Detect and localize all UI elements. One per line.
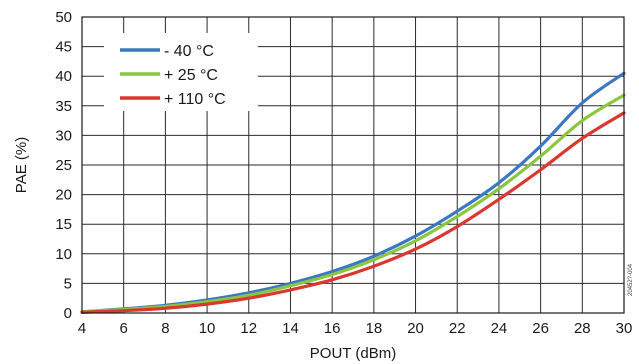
x-tick-label: 26	[532, 320, 549, 337]
x-tick-label: 14	[282, 320, 299, 337]
series-line-1	[80, 93, 626, 314]
x-tick-label: 10	[199, 320, 216, 337]
legend-label-2: + 110 °C	[164, 91, 226, 108]
legend-label-1: + 25 °C	[164, 67, 218, 84]
y-tick-label: 20	[55, 187, 72, 204]
series-lines	[80, 71, 626, 315]
series-line-2	[80, 111, 626, 315]
plot-frame	[81, 16, 625, 314]
y-tick-label: 30	[55, 127, 72, 144]
x-tick-label: 16	[324, 320, 341, 337]
figure-id: 20452?-004	[628, 263, 634, 296]
legend-label-0: - 40 °C	[164, 43, 214, 60]
x-tick-label: 20	[407, 320, 424, 337]
y-tick-label: 50	[55, 9, 72, 26]
x-tick-label: 6	[120, 320, 128, 337]
x-tick-label: 30	[616, 320, 633, 337]
y-axis-title: PAE (%)	[13, 137, 30, 193]
y-tick-label: 15	[55, 216, 72, 233]
tick-labels: 4 6 8 10 12 14 16 18 20 22 24 26 28 30 0 5 10 15 20 25 30 35 4…	[55, 9, 632, 337]
y-tick-label: 0	[64, 305, 72, 322]
x-tick-label: 12	[240, 320, 257, 337]
x-tick-label: 18	[366, 320, 383, 337]
y-tick-label: 45	[55, 39, 72, 56]
x-tick-label: 22	[449, 320, 466, 337]
x-tick-label: 24	[491, 320, 508, 337]
y-tick-label: 10	[55, 246, 72, 263]
x-tick-label: 8	[161, 320, 169, 337]
y-tick-label: 5	[64, 275, 72, 292]
y-tick-label: 40	[55, 68, 72, 85]
legend: - 40 °C + 25 °C + 110 °C	[104, 33, 258, 111]
y-tick-label: 25	[55, 157, 72, 174]
x-tick-label: 4	[78, 320, 86, 337]
x-axis-title: POUT (dBm)	[310, 345, 396, 362]
y-tick-label: 35	[55, 98, 72, 115]
x-tick-label: 28	[574, 320, 591, 337]
